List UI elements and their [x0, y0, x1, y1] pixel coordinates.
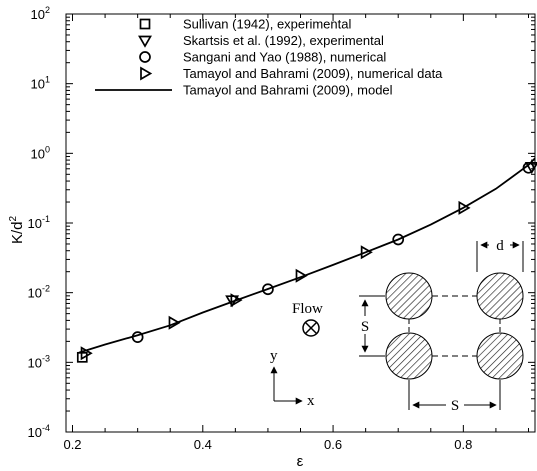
y-axis-label-main: K/d	[9, 222, 26, 245]
axis-y-label: y	[270, 348, 278, 364]
legend-marker-circle	[139, 51, 151, 63]
fiber-bottom-right	[476, 332, 524, 380]
legend-label: Tamayol and Bahrami (2009), model	[183, 83, 393, 98]
x-tick-label: 0.8	[454, 437, 472, 452]
fiber-bottom-left	[385, 332, 433, 380]
legend-marker-triangle-right	[140, 66, 153, 81]
marker-circle	[392, 233, 405, 246]
y-tick-label: 10-2	[28, 284, 50, 301]
axis-x-label: x	[307, 393, 315, 409]
fiber-top-right	[476, 272, 524, 320]
marker-triangle-right	[230, 293, 243, 308]
y-tick-label: 101	[31, 75, 50, 92]
marker-triangle-right	[80, 346, 93, 361]
x-axis-ticks: 0.2 0.4 0.6 0.8	[63, 14, 529, 452]
y-tick-label: 10-4	[28, 423, 50, 440]
data-markers	[76, 161, 537, 363]
y-tick-label: 10-1	[28, 214, 50, 231]
y-tick-label: 102	[31, 5, 50, 22]
legend-label: Skartsis et al. (1992), experimental	[183, 33, 384, 48]
y-axis-label-sup: 2	[8, 216, 19, 222]
marker-circle	[262, 283, 274, 296]
series-model-line	[78, 157, 536, 354]
marker-triangle-down	[524, 161, 537, 175]
legend-marker-triangle-down	[138, 35, 152, 48]
fiber-array-schematic	[359, 241, 524, 410]
flow-label: Flow	[292, 301, 323, 317]
x-tick-label: 0.6	[324, 437, 342, 452]
x-tick-label: 0.2	[63, 437, 81, 452]
x-tick-label: 0.4	[194, 437, 212, 452]
legend-marker-square	[139, 18, 151, 30]
marker-triangle-right	[295, 268, 308, 283]
legend-label: Sullivan (1942), experimental	[183, 17, 351, 32]
marker-triangle-right	[458, 200, 471, 215]
y-tick-label: 100	[31, 144, 50, 161]
x-axis-label: ε	[297, 453, 304, 470]
marker-triangle-right	[168, 315, 181, 330]
marker-circle	[131, 331, 144, 343]
y-axis-label: K/d2	[8, 216, 26, 245]
y-tick-label: 10-3	[28, 353, 50, 370]
legend-label: Sangani and Yao (1988), numerical	[183, 50, 386, 65]
fiber-top-left	[385, 272, 433, 320]
marker-circle	[522, 161, 535, 174]
legend-label: Tamayol and Bahrami (2009), numerical da…	[183, 66, 443, 81]
y-axis-ticks: 10-4 10-3 10-2 10-1 100 101 102	[28, 5, 535, 440]
dimension-d-label: d	[496, 238, 504, 254]
dimension-s-vertical-label: S	[361, 319, 369, 335]
marker-triangle-right	[360, 245, 373, 260]
coordinate-axes-icon	[270, 366, 303, 405]
flow-into-page-icon	[302, 319, 320, 337]
dimension-s-horizontal-label: S	[451, 398, 459, 414]
